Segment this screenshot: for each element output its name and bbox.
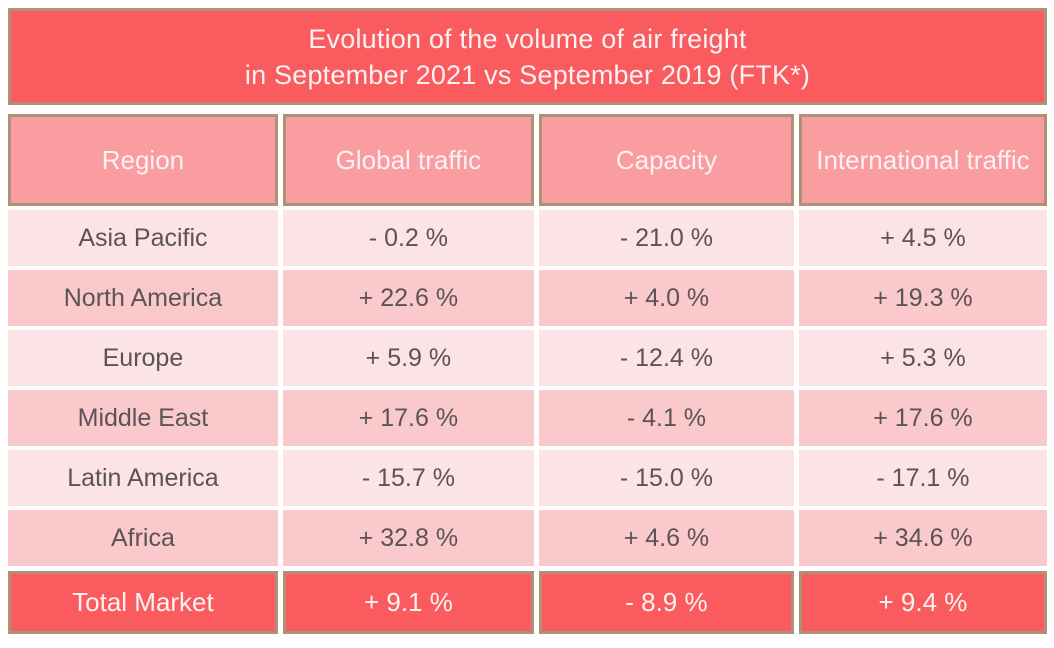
total-label-cell: Total Market <box>8 571 278 634</box>
total-capacity-cell: - 8.9 % <box>538 571 794 634</box>
region-cell: Middle East <box>8 390 278 446</box>
international-traffic-cell: + 34.6 % <box>798 510 1047 566</box>
global-traffic-cell: + 5.9 % <box>282 330 534 386</box>
international-traffic-cell: + 19.3 % <box>798 270 1047 326</box>
global-traffic-cell: - 15.7 % <box>282 450 534 506</box>
column-header-global-traffic: Global traffic <box>282 114 534 206</box>
capacity-cell: - 12.4 % <box>538 330 794 386</box>
international-traffic-cell: + 5.3 % <box>798 330 1047 386</box>
column-header-region: Region <box>8 114 278 206</box>
capacity-cell: + 4.6 % <box>538 510 794 566</box>
total-international-traffic-cell: + 9.4 % <box>798 571 1047 634</box>
table-row-asia-pacific: Asia Pacific - 0.2 % - 21.0 % + 4.5 % <box>8 210 1047 266</box>
table-row-middle-east: Middle East + 17.6 % - 4.1 % + 17.6 % <box>8 390 1047 446</box>
international-traffic-cell: - 17.1 % <box>798 450 1047 506</box>
region-cell: Latin America <box>8 450 278 506</box>
region-cell: Asia Pacific <box>8 210 278 266</box>
table-title-line1: Evolution of the volume of air freight <box>308 23 747 54</box>
capacity-cell: - 21.0 % <box>538 210 794 266</box>
international-traffic-cell: + 17.6 % <box>798 390 1047 446</box>
region-cell: North America <box>8 270 278 326</box>
total-global-traffic-cell: + 9.1 % <box>282 571 534 634</box>
international-traffic-cell: + 4.5 % <box>798 210 1047 266</box>
table-title: Evolution of the volume of air freight i… <box>8 8 1047 105</box>
global-traffic-cell: + 32.8 % <box>282 510 534 566</box>
table-row-north-america: North America + 22.6 % + 4.0 % + 19.3 % <box>8 270 1047 326</box>
capacity-cell: - 15.0 % <box>538 450 794 506</box>
capacity-cell: + 4.0 % <box>538 270 794 326</box>
global-traffic-cell: + 17.6 % <box>282 390 534 446</box>
table-row-europe: Europe + 5.9 % - 12.4 % + 5.3 % <box>8 330 1047 386</box>
region-cell: Europe <box>8 330 278 386</box>
column-header-capacity: Capacity <box>538 114 794 206</box>
table-row-africa: Africa + 32.8 % + 4.6 % + 34.6 % <box>8 510 1047 566</box>
table-row-total-market: Total Market + 9.1 % - 8.9 % + 9.4 % <box>8 571 1047 634</box>
air-freight-table: Evolution of the volume of air freight i… <box>8 8 1047 634</box>
region-cell: Africa <box>8 510 278 566</box>
table-row-latin-america: Latin America - 15.7 % - 15.0 % - 17.1 % <box>8 450 1047 506</box>
capacity-cell: - 4.1 % <box>538 390 794 446</box>
global-traffic-cell: - 0.2 % <box>282 210 534 266</box>
global-traffic-cell: + 22.6 % <box>282 270 534 326</box>
header-row: Region Global traffic Capacity Internati… <box>8 114 1047 206</box>
table-title-line2: in September 2021 vs September 2019 (FTK… <box>244 59 811 90</box>
column-header-international-traffic: International traffic <box>798 114 1047 206</box>
